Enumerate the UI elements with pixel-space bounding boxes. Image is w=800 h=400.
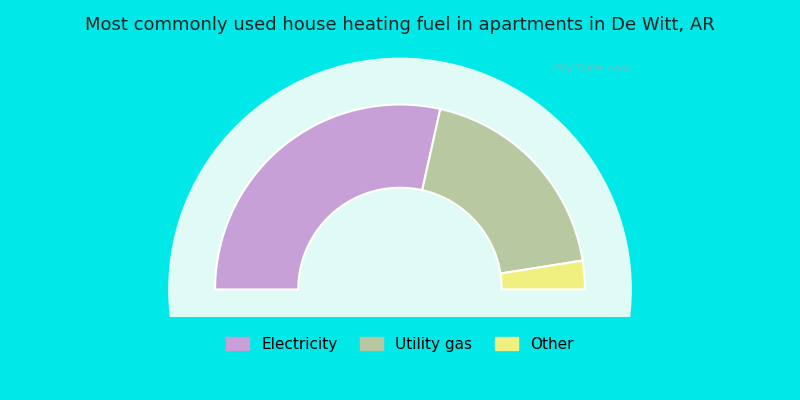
Title: Most commonly used house heating fuel in apartments in De Witt, AR: Most commonly used house heating fuel in…: [85, 16, 715, 34]
Legend: Electricity, Utility gas, Other: Electricity, Utility gas, Other: [220, 330, 580, 358]
Polygon shape: [215, 104, 440, 290]
Circle shape: [169, 58, 631, 400]
Polygon shape: [422, 109, 582, 274]
Polygon shape: [501, 260, 585, 290]
Text: City-Data.com: City-Data.com: [552, 64, 631, 74]
